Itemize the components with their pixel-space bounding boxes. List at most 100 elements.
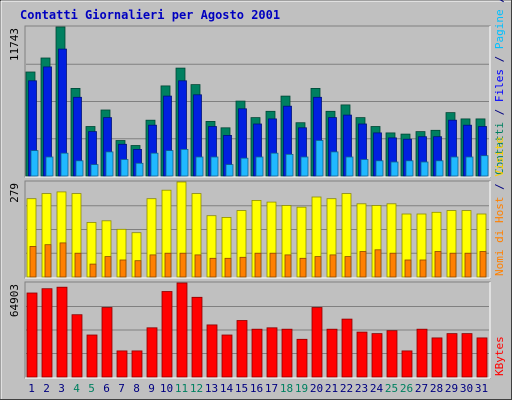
series-visite [26, 181, 487, 278]
bar-pagine-day-8 [135, 162, 144, 177]
day-label-1: 1 [28, 382, 35, 395]
day-label-29: 29 [445, 382, 458, 395]
bar-pagine-day-24 [375, 160, 384, 177]
panel-hits-series-label-part-0: Contatti [493, 122, 506, 175]
bar-nomi-di-host-day-6 [104, 256, 112, 278]
day-label-3: 3 [58, 382, 65, 395]
panel-hits-series-label: Contatti / Files / Pagine / Visite [493, 0, 506, 175]
bar-pagine-day-29 [450, 156, 459, 177]
panel-visits-series-label-part-2: Visite [493, 137, 506, 177]
bar-kbytes-day-15 [236, 320, 248, 378]
bar-nomi-di-host-day-8 [134, 260, 142, 278]
panel-visits-series-label: Nomi di Host / Visite [493, 137, 506, 276]
panel-visits-ymax-label: 279 [8, 183, 21, 203]
bar-kbytes-day-1 [26, 292, 38, 378]
bar-pagine-day-6 [105, 151, 114, 177]
bar-nomi-di-host-day-3 [59, 242, 67, 278]
day-label-30: 30 [460, 382, 473, 395]
bar-kbytes-day-30 [461, 333, 473, 378]
bar-pagine-day-1 [30, 150, 39, 177]
bar-pagine-day-14 [225, 164, 234, 177]
panel-kbytes-series-label: KBytes [493, 336, 506, 376]
bar-pagine-day-26 [405, 160, 414, 177]
panel-visits-series-label-part-1: / [493, 177, 506, 197]
panel-visits: 279 Nomi di Host / Visite [8, 137, 506, 279]
day-label-21: 21 [325, 382, 338, 395]
bar-nomi-di-host-day-28 [434, 251, 442, 278]
bar-pagine-day-15 [240, 157, 249, 177]
bar-kbytes-day-22 [341, 318, 353, 378]
bar-nomi-di-host-day-10 [164, 252, 172, 278]
day-label-26: 26 [400, 382, 413, 395]
bar-nomi-di-host-day-16 [254, 252, 262, 278]
bar-nomi-di-host-day-13 [209, 257, 217, 278]
panel-hits-series-label-part-3: / [493, 49, 506, 69]
day-label-13: 13 [205, 382, 218, 395]
bar-pagine-day-19 [300, 156, 309, 177]
day-label-25: 25 [385, 382, 398, 395]
panel-hits-series-label-part-1: / [493, 102, 506, 122]
day-label-4: 4 [73, 382, 80, 395]
bar-pagine-day-5 [90, 164, 99, 177]
bar-nomi-di-host-day-4 [74, 252, 82, 278]
bar-kbytes-day-7 [116, 350, 128, 378]
bar-pagine-day-22 [345, 156, 354, 177]
day-label-23: 23 [355, 382, 368, 395]
bar-kbytes-day-4 [71, 314, 83, 378]
bar-kbytes-day-20 [311, 307, 323, 378]
day-label-7: 7 [118, 382, 125, 395]
bar-kbytes-day-23 [356, 331, 368, 378]
panel-hits: 11743 Contatti / Files / Pagine / Visite [8, 0, 506, 178]
bar-nomi-di-host-day-1 [29, 245, 37, 278]
panel-visits-series-label-part-0: Nomi di Host [493, 197, 506, 276]
bar-pagine-day-12 [195, 156, 204, 177]
bar-pagine-day-11 [180, 148, 189, 177]
bar-kbytes-day-17 [266, 327, 278, 378]
bar-nomi-di-host-day-23 [359, 251, 367, 278]
bar-pagine-day-23 [360, 159, 369, 177]
day-label-24: 24 [370, 382, 384, 395]
series-kbytes [26, 282, 488, 378]
bar-kbytes-day-28 [431, 337, 443, 378]
bar-kbytes-day-19 [296, 338, 308, 378]
day-label-31: 31 [475, 382, 488, 395]
bar-nomi-di-host-day-22 [344, 256, 352, 278]
bar-nomi-di-host-day-20 [314, 256, 322, 278]
bar-kbytes-day-10 [161, 291, 173, 378]
bar-pagine-day-9 [150, 152, 159, 177]
day-label-14: 14 [220, 382, 234, 395]
bar-pagine-day-16 [255, 156, 264, 177]
panel-hits-series-label-part-2: Files [493, 69, 506, 102]
bar-kbytes-day-16 [251, 328, 263, 378]
bar-pagine-day-28 [435, 160, 444, 177]
bar-pagine-day-2 [45, 156, 54, 177]
bar-nomi-di-host-day-11 [179, 252, 187, 278]
bar-kbytes-day-2 [41, 288, 53, 378]
bar-pagine-day-30 [465, 156, 474, 177]
panel-hits-series-label-part-5: / [493, 0, 506, 9]
day-label-9: 9 [148, 382, 155, 395]
bar-kbytes-day-3 [56, 286, 68, 378]
bar-nomi-di-host-day-29 [449, 252, 457, 278]
bar-kbytes-day-11 [176, 282, 188, 378]
bar-pagine-day-3 [60, 152, 69, 177]
x-axis-day-labels: 1 2 3 4 5 6 7 8 9 10 11 12 13 14 15 16 17 18 19 20 21 22 23 24 2… [28, 382, 488, 395]
bar-nomi-di-host-day-9 [149, 254, 157, 278]
bar-nomi-di-host-day-5 [89, 263, 97, 278]
bar-nomi-di-host-day-25 [389, 252, 397, 278]
bar-kbytes-day-26 [401, 350, 413, 378]
bar-kbytes-day-14 [221, 334, 233, 378]
bar-kbytes-day-5 [86, 334, 98, 378]
bar-pagine-day-7 [120, 159, 129, 177]
day-label-19: 19 [295, 382, 308, 395]
day-label-20: 20 [310, 382, 323, 395]
day-label-22: 22 [340, 382, 353, 395]
bar-nomi-di-host-day-17 [269, 252, 277, 278]
bar-pagine-day-20 [315, 140, 324, 177]
bar-kbytes-day-31 [476, 337, 488, 378]
bar-nomi-di-host-day-2 [44, 244, 52, 278]
bar-pagine-day-18 [285, 153, 294, 177]
panel-hits-series-label-part-4: Pagine [493, 9, 506, 49]
day-label-28: 28 [430, 382, 443, 395]
